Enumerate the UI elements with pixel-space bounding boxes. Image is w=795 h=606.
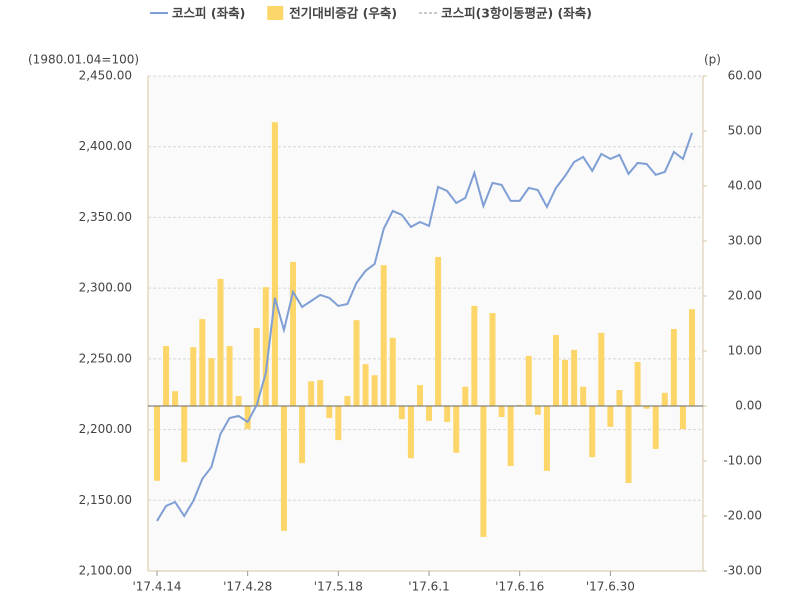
bar — [607, 406, 614, 427]
bar — [299, 406, 306, 464]
bar — [435, 256, 442, 406]
bar — [380, 265, 387, 406]
legend-label: 전기대비증감 (우축) — [289, 6, 397, 21]
bar — [552, 335, 559, 406]
bar — [199, 319, 206, 406]
bar — [625, 406, 632, 483]
bar — [181, 406, 188, 463]
bar — [335, 406, 342, 441]
bar — [670, 329, 677, 406]
bar — [489, 313, 496, 406]
bar — [661, 392, 668, 406]
y2-axis-label: (p) — [704, 53, 721, 67]
legend-label: 코스피(3항이동평균) (좌축) — [441, 6, 592, 21]
y2-tick-label: 10.00 — [728, 344, 762, 358]
y2-tick-label: -20.00 — [723, 509, 762, 523]
bar — [516, 404, 523, 406]
bar — [679, 406, 686, 430]
legend-swatch — [267, 6, 284, 20]
bar — [598, 332, 605, 406]
bar — [480, 406, 487, 537]
bar — [154, 406, 160, 481]
y-tick-label: 2,350.00 — [79, 210, 132, 224]
bar — [290, 261, 297, 406]
bar — [280, 406, 287, 531]
x-tick-label: '17.4.28 — [223, 580, 272, 594]
bar — [498, 406, 505, 417]
bar — [426, 406, 433, 421]
bar — [689, 309, 695, 406]
y-tick-label: 2,200.00 — [79, 422, 132, 436]
bar — [471, 305, 478, 406]
bar — [226, 346, 233, 406]
bar — [562, 359, 569, 406]
y2-tick-label: 20.00 — [728, 289, 762, 303]
legend-label: 코스피 (좌축) — [172, 6, 245, 21]
bar — [208, 358, 215, 406]
bar — [525, 355, 532, 406]
bar — [362, 364, 369, 406]
y2-tick-label: 0.00 — [735, 399, 762, 413]
y2-tick-label: 60.00 — [728, 69, 762, 83]
bar — [507, 406, 514, 466]
bar — [253, 327, 260, 406]
bar — [326, 406, 333, 419]
y-tick-label: 2,450.00 — [79, 69, 132, 83]
bar — [317, 380, 324, 406]
bar — [534, 406, 541, 415]
bar — [308, 381, 315, 406]
bar — [453, 406, 460, 453]
y-tick-label: 2,400.00 — [79, 139, 132, 153]
x-tick-label: '17.6.30 — [586, 580, 635, 594]
bar — [235, 396, 242, 406]
plot-area — [148, 76, 703, 571]
bar — [190, 347, 197, 406]
y2-tick-label: -10.00 — [723, 454, 762, 468]
bar — [344, 396, 351, 406]
bar — [353, 320, 360, 406]
bar — [172, 391, 179, 406]
bar — [371, 375, 378, 406]
y-tick-label: 2,300.00 — [79, 281, 132, 295]
y-tick-label: 2,100.00 — [79, 564, 132, 578]
y-tick-label: 2,150.00 — [79, 493, 132, 507]
bar — [616, 390, 623, 406]
y2-tick-label: -30.00 — [723, 564, 762, 578]
bar — [407, 406, 414, 459]
y2-tick-label: 50.00 — [728, 124, 762, 138]
bar — [543, 406, 550, 471]
legend: 코스피 (좌축) 전기대비증감 (우축) 코스피(3항이동평균) (좌축) — [150, 6, 592, 21]
bar — [271, 122, 278, 406]
x-tick-label: '17.4.14 — [132, 580, 181, 594]
bar — [634, 362, 641, 406]
y2-tick-label: 40.00 — [728, 179, 762, 193]
y-tick-label: 2,250.00 — [79, 351, 132, 365]
bar — [163, 346, 170, 406]
bar — [652, 406, 659, 449]
bar — [398, 406, 405, 420]
bar — [416, 385, 423, 406]
x-tick-label: '17.5.18 — [314, 580, 363, 594]
bar — [462, 386, 469, 406]
y-axis-label: (1980.01.04=100) — [28, 53, 139, 67]
bar — [244, 406, 251, 430]
bar — [262, 287, 269, 406]
x-tick-label: '17.6.16 — [495, 580, 544, 594]
bar — [389, 337, 396, 406]
bar — [444, 406, 451, 422]
bar — [571, 349, 578, 406]
bar — [217, 278, 224, 406]
x-tick-label: '17.6.1 — [408, 580, 449, 594]
bar — [580, 386, 587, 406]
y2-tick-label: 30.00 — [728, 234, 762, 248]
line — [156, 132, 693, 522]
bar — [589, 406, 596, 458]
bar — [643, 406, 650, 409]
